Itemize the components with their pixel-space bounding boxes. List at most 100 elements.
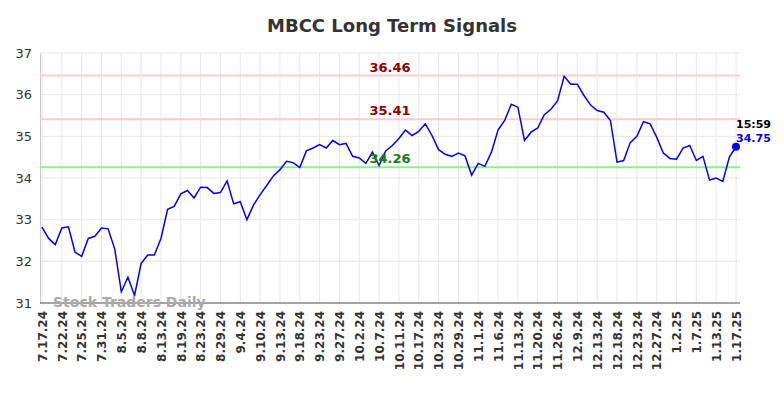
x-tick-label: 11.6.24 bbox=[492, 311, 506, 362]
x-tick: 10.17.24 bbox=[412, 303, 426, 370]
grid-line bbox=[656, 53, 657, 303]
x-tick-label: 8.29.24 bbox=[214, 311, 228, 362]
grid-line bbox=[40, 136, 740, 137]
x-tick-label: 8.19.24 bbox=[175, 311, 189, 362]
time-label: 15:59 bbox=[736, 118, 771, 131]
grid-line bbox=[101, 53, 102, 303]
x-tick-label: 1.17.25 bbox=[730, 311, 744, 362]
x-tick: 12.9.24 bbox=[571, 303, 585, 362]
grid-line bbox=[359, 53, 360, 303]
x-tick-label: 12.13.24 bbox=[591, 311, 605, 370]
y-tick: 37 bbox=[15, 46, 40, 61]
x-tick: 10.2.24 bbox=[353, 303, 367, 362]
x-tick: 9.18.24 bbox=[293, 303, 307, 362]
grid-line bbox=[81, 53, 82, 303]
grid-line bbox=[398, 53, 399, 303]
reference-label: 35.41 bbox=[369, 103, 410, 118]
grid-line bbox=[696, 53, 697, 303]
grid-line bbox=[636, 53, 637, 303]
x-tick-label: 8.5.24 bbox=[115, 311, 129, 354]
grid-line bbox=[438, 53, 439, 303]
x-tick-label: 12.18.24 bbox=[611, 311, 625, 370]
x-tick: 11.20.24 bbox=[531, 303, 545, 370]
grid-line bbox=[498, 53, 499, 303]
grid-line bbox=[240, 53, 241, 303]
y-tick: 32 bbox=[15, 254, 40, 269]
grid-line bbox=[220, 53, 221, 303]
plot-area bbox=[40, 76, 740, 296]
x-tick-label: 11.20.24 bbox=[531, 311, 545, 370]
x-tick-label: 8.23.24 bbox=[194, 311, 208, 362]
y-tick: 35 bbox=[15, 129, 40, 144]
x-tick: 8.8.24 bbox=[135, 303, 149, 354]
reference-line bbox=[40, 75, 740, 77]
y-tick-label: 31 bbox=[15, 296, 32, 311]
price-line bbox=[42, 76, 736, 295]
grid-line bbox=[537, 53, 538, 303]
x-tick: 9.10.24 bbox=[254, 303, 268, 362]
grid-line bbox=[40, 94, 740, 95]
last-value-label: 34.75 bbox=[736, 132, 771, 145]
y-tick: 36 bbox=[15, 87, 40, 102]
x-tick-label: 9.23.24 bbox=[313, 311, 327, 362]
x-tick-label: 7.31.24 bbox=[95, 311, 109, 362]
x-tick: 1.2.25 bbox=[670, 303, 684, 354]
grid-line bbox=[260, 53, 261, 303]
x-tick: 11.13.24 bbox=[512, 303, 526, 370]
x-tick: 10.11.24 bbox=[393, 303, 407, 370]
x-tick-label: 1.13.25 bbox=[710, 311, 724, 362]
x-tick-label: 1.7.25 bbox=[690, 311, 704, 354]
x-tick: 9.13.24 bbox=[274, 303, 288, 362]
x-tick-label: 12.9.24 bbox=[571, 311, 585, 362]
grid-line bbox=[557, 53, 558, 303]
grid-line bbox=[617, 53, 618, 303]
x-tick-label: 10.17.24 bbox=[412, 311, 426, 370]
x-tick-label: 10.29.24 bbox=[452, 311, 466, 370]
y-tick-label: 35 bbox=[15, 129, 32, 144]
x-tick-label: 9.18.24 bbox=[293, 311, 307, 362]
grid-line bbox=[379, 53, 380, 303]
grid bbox=[40, 53, 740, 303]
grid-line bbox=[200, 53, 201, 303]
x-tick: 10.23.24 bbox=[432, 303, 446, 370]
y-tick-label: 34 bbox=[15, 171, 32, 186]
x-tick-label: 11.13.24 bbox=[512, 311, 526, 370]
x-tick: 9.4.24 bbox=[234, 303, 248, 354]
x-tick-label: 7.22.24 bbox=[56, 311, 70, 362]
grid-line bbox=[478, 53, 479, 303]
x-tick: 7.17.24 bbox=[36, 303, 50, 362]
x-tick: 12.23.24 bbox=[631, 303, 645, 370]
reference-label: 36.46 bbox=[369, 60, 410, 75]
x-tick-label: 9.4.24 bbox=[234, 311, 248, 354]
grid-line bbox=[418, 53, 419, 303]
grid-line bbox=[40, 53, 740, 54]
grid-line bbox=[40, 261, 740, 262]
x-tick: 9.23.24 bbox=[313, 303, 327, 362]
x-tick: 9.27.24 bbox=[333, 303, 347, 362]
grid-line bbox=[319, 53, 320, 303]
x-tick-label: 10.23.24 bbox=[432, 311, 446, 370]
x-tick: 8.23.24 bbox=[194, 303, 208, 362]
x-tick-label: 9.13.24 bbox=[274, 311, 288, 362]
x-tick: 8.19.24 bbox=[175, 303, 189, 362]
grid-line bbox=[180, 53, 181, 303]
x-tick-label: 11.26.24 bbox=[551, 311, 565, 370]
x-tick: 7.25.24 bbox=[75, 303, 89, 362]
grid-line bbox=[160, 53, 161, 303]
x-tick: 12.18.24 bbox=[611, 303, 625, 370]
chart: 313233343536377.17.247.22.247.25.247.31.… bbox=[0, 0, 784, 398]
y-axis-line bbox=[40, 54, 41, 304]
x-axis: 7.17.24 7.22.24 7.25.24 7.31.24 8.5.24 8.8.24… bbox=[36, 303, 744, 370]
x-tick-label: 8.8.24 bbox=[135, 311, 149, 354]
reference-label: 34.26 bbox=[369, 151, 410, 166]
y-tick: 31 bbox=[15, 296, 40, 311]
x-tick: 1.7.25 bbox=[690, 303, 704, 354]
grid-line bbox=[339, 53, 340, 303]
x-tick-label: 8.13.24 bbox=[155, 311, 169, 362]
x-tick: 12.27.24 bbox=[650, 303, 664, 370]
y-tick-label: 32 bbox=[15, 254, 32, 269]
grid-line bbox=[458, 53, 459, 303]
y-axis: 31323334353637 bbox=[15, 46, 40, 311]
grid-line bbox=[577, 53, 578, 303]
x-tick-label: 12.23.24 bbox=[631, 311, 645, 370]
